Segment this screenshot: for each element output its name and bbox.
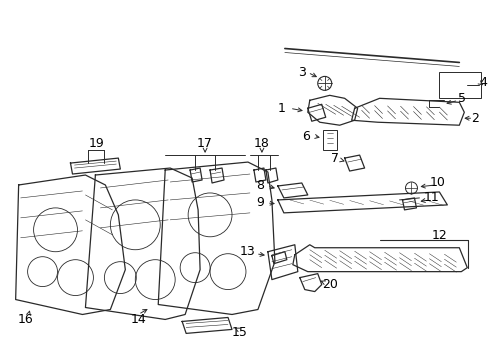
Text: 19: 19 <box>88 137 104 150</box>
Text: 20: 20 <box>321 278 337 291</box>
Text: 14: 14 <box>130 313 146 326</box>
Text: 12: 12 <box>430 229 447 242</box>
Text: 13: 13 <box>240 245 255 258</box>
Text: 18: 18 <box>253 137 269 150</box>
Text: 6: 6 <box>301 130 309 143</box>
Text: 4: 4 <box>478 76 486 89</box>
Text: 16: 16 <box>18 313 33 326</box>
Bar <box>439 72 480 98</box>
Text: 9: 9 <box>255 197 264 210</box>
Text: 7: 7 <box>330 152 338 165</box>
Text: 11: 11 <box>423 192 438 204</box>
Text: 1: 1 <box>277 102 285 115</box>
Text: 8: 8 <box>255 180 264 193</box>
Text: 10: 10 <box>428 176 445 189</box>
Text: 15: 15 <box>232 326 247 339</box>
Text: 17: 17 <box>197 137 213 150</box>
Bar <box>322 130 336 150</box>
Text: 2: 2 <box>470 112 478 125</box>
Text: 3: 3 <box>297 66 305 79</box>
Text: 5: 5 <box>457 92 466 105</box>
